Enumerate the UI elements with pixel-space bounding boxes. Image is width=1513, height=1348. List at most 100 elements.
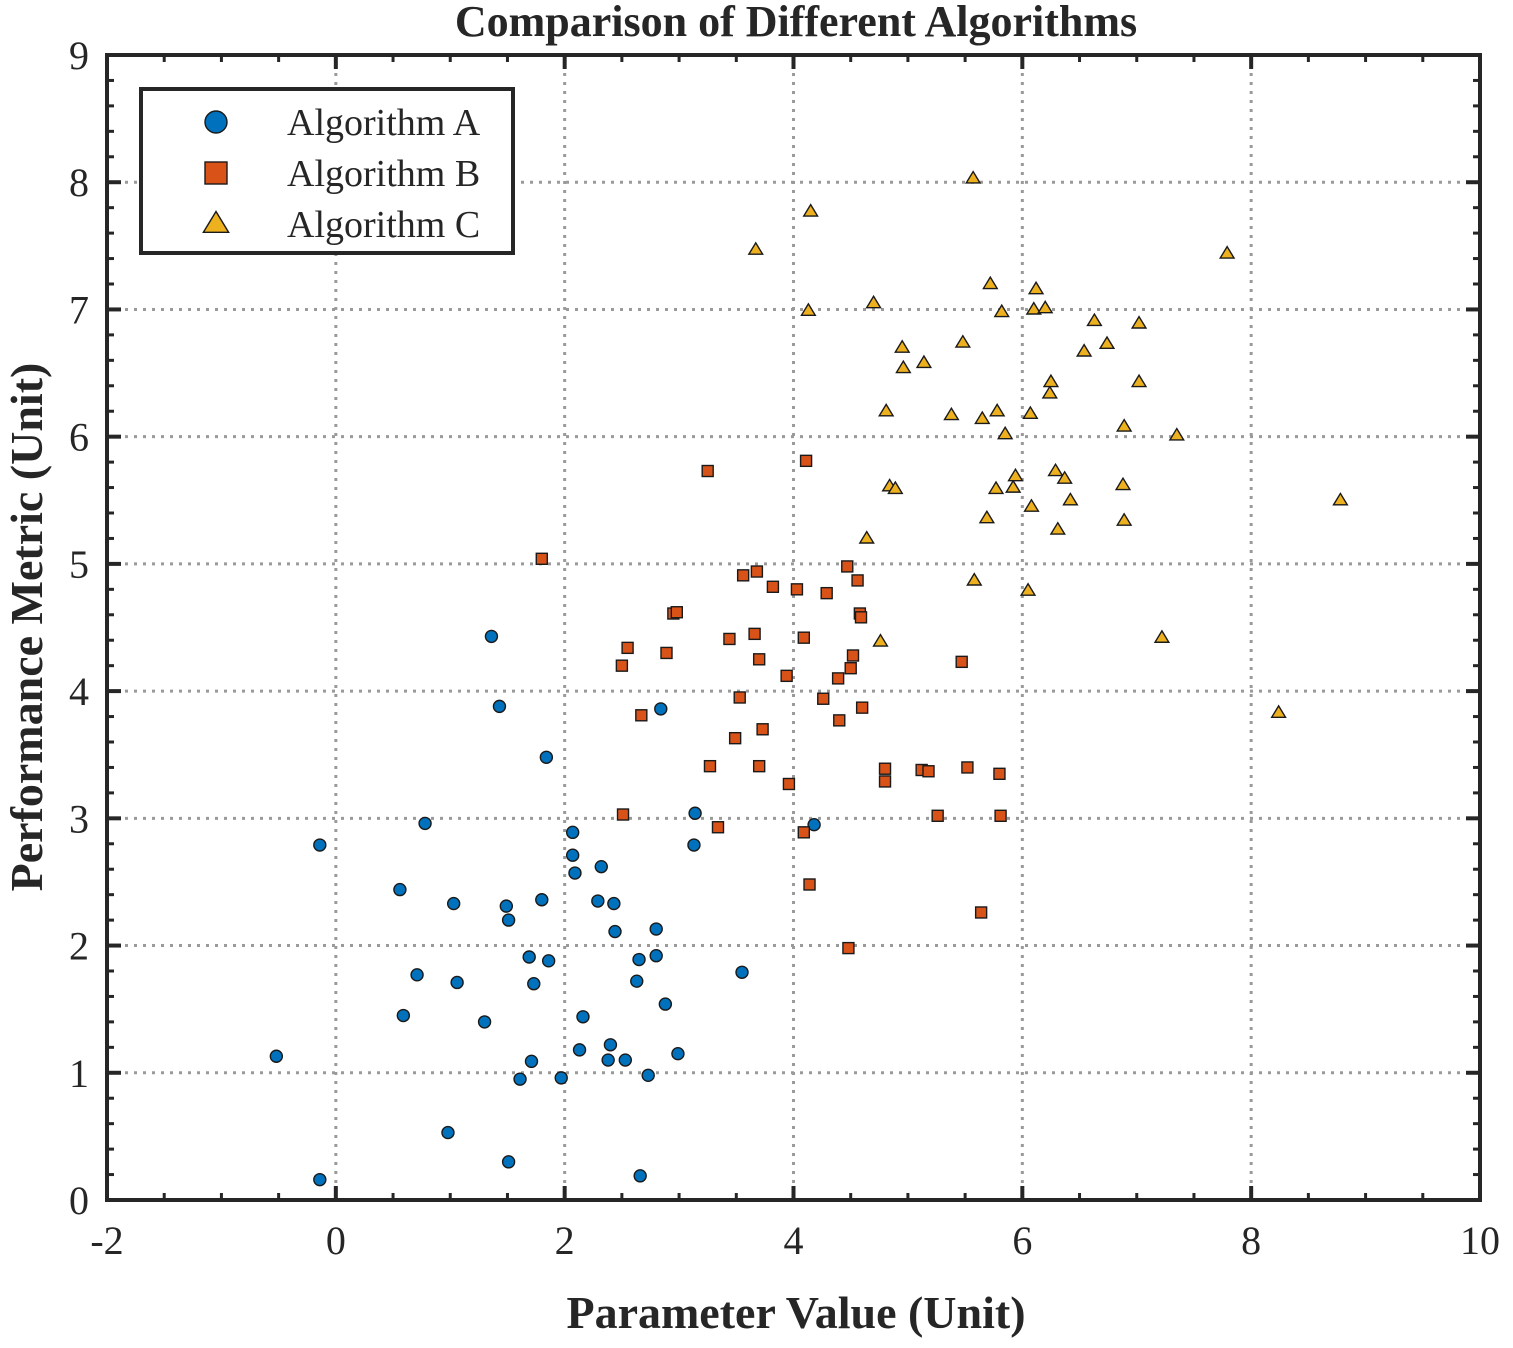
data-point bbox=[800, 302, 817, 316]
data-point bbox=[728, 731, 742, 745]
data-point bbox=[618, 1053, 633, 1067]
y-tick-label: 4 bbox=[69, 669, 89, 714]
data-point bbox=[313, 1172, 327, 1187]
data-point bbox=[964, 170, 982, 184]
data-point bbox=[576, 1010, 590, 1024]
series-algorithm-a bbox=[269, 629, 821, 1187]
y-tick-label: 8 bbox=[69, 160, 89, 205]
data-point bbox=[855, 701, 869, 714]
chart-title: Comparison of Different Algorithms bbox=[455, 0, 1137, 46]
data-point bbox=[747, 241, 764, 255]
data-point bbox=[974, 906, 988, 919]
y-tick-label: 3 bbox=[69, 796, 89, 841]
data-point bbox=[1332, 492, 1349, 506]
data-point bbox=[1098, 335, 1116, 350]
data-point bbox=[568, 866, 582, 880]
data-point bbox=[630, 974, 644, 988]
data-point bbox=[895, 359, 912, 374]
data-point bbox=[492, 699, 507, 714]
data-point bbox=[966, 572, 983, 586]
legend-marker bbox=[202, 210, 230, 234]
data-point bbox=[446, 896, 461, 911]
data-point bbox=[313, 838, 327, 852]
data-point bbox=[711, 821, 725, 834]
data-point bbox=[687, 838, 701, 852]
data-point bbox=[844, 662, 857, 675]
data-point bbox=[989, 403, 1006, 417]
data-point bbox=[501, 1155, 516, 1169]
data-point bbox=[733, 691, 746, 704]
x-tick-label: 2 bbox=[555, 1218, 575, 1263]
x-tick-label: 6 bbox=[1012, 1218, 1032, 1263]
data-point bbox=[572, 1043, 587, 1057]
y-axis-label: Performance Metric (Unit) bbox=[1, 363, 52, 892]
x-tick-label: 4 bbox=[784, 1218, 804, 1263]
data-point bbox=[961, 761, 974, 774]
data-point bbox=[987, 480, 1005, 495]
data-point bbox=[601, 1053, 615, 1067]
data-point bbox=[802, 203, 819, 217]
data-point bbox=[1019, 582, 1037, 596]
series-algorithm-c bbox=[747, 170, 1349, 718]
data-point bbox=[1116, 418, 1133, 432]
data-point bbox=[616, 808, 630, 821]
data-point bbox=[723, 632, 736, 646]
data-point bbox=[1062, 492, 1079, 506]
x-tick-label: 0 bbox=[326, 1218, 346, 1263]
data-point bbox=[1130, 373, 1148, 388]
data-point bbox=[688, 806, 702, 820]
data-point bbox=[441, 1125, 455, 1140]
data-point bbox=[817, 692, 830, 705]
data-point bbox=[641, 1068, 655, 1083]
data-point bbox=[649, 949, 663, 963]
data-point bbox=[1116, 512, 1133, 526]
data-point bbox=[1168, 427, 1185, 441]
data-point bbox=[872, 633, 889, 647]
data-point bbox=[842, 941, 855, 955]
data-point bbox=[541, 954, 556, 968]
data-point bbox=[269, 1049, 284, 1063]
y-tick-label: 2 bbox=[69, 924, 89, 969]
y-tick-label: 7 bbox=[69, 287, 89, 332]
data-point bbox=[535, 552, 548, 565]
data-point bbox=[1049, 521, 1066, 535]
data-point bbox=[450, 975, 464, 990]
data-point bbox=[915, 354, 933, 369]
data-point bbox=[841, 560, 854, 573]
data-point bbox=[750, 565, 764, 578]
data-point bbox=[736, 569, 750, 582]
data-point bbox=[752, 653, 766, 666]
data-point bbox=[603, 1038, 618, 1052]
grid-lines bbox=[107, 55, 1480, 1200]
data-points bbox=[269, 170, 1349, 1187]
data-point bbox=[799, 454, 813, 468]
plot-frame bbox=[105, 53, 1482, 1202]
data-point bbox=[1047, 462, 1064, 477]
data-point bbox=[993, 303, 1010, 318]
data-point bbox=[1153, 629, 1171, 643]
data-point bbox=[554, 1071, 568, 1085]
data-point bbox=[978, 509, 996, 524]
x-tick-label: 10 bbox=[1460, 1218, 1500, 1263]
legend-label: Algorithm A bbox=[287, 102, 481, 144]
data-point bbox=[527, 977, 541, 991]
data-point bbox=[654, 702, 668, 716]
data-point bbox=[1042, 373, 1060, 388]
data-point bbox=[621, 641, 634, 655]
legend-box bbox=[139, 87, 515, 255]
data-point bbox=[594, 859, 608, 874]
data-point bbox=[865, 294, 882, 309]
legend: Algorithm A Algorithm B Algorithm C bbox=[139, 87, 515, 255]
data-point bbox=[833, 714, 846, 727]
data-point bbox=[994, 809, 1007, 822]
data-point bbox=[1056, 470, 1073, 484]
x-tick-label: 8 bbox=[1241, 1218, 1261, 1263]
data-point bbox=[660, 646, 673, 660]
data-point bbox=[418, 816, 432, 831]
data-point bbox=[993, 767, 1006, 781]
data-point bbox=[410, 968, 424, 982]
data-point bbox=[878, 775, 892, 788]
